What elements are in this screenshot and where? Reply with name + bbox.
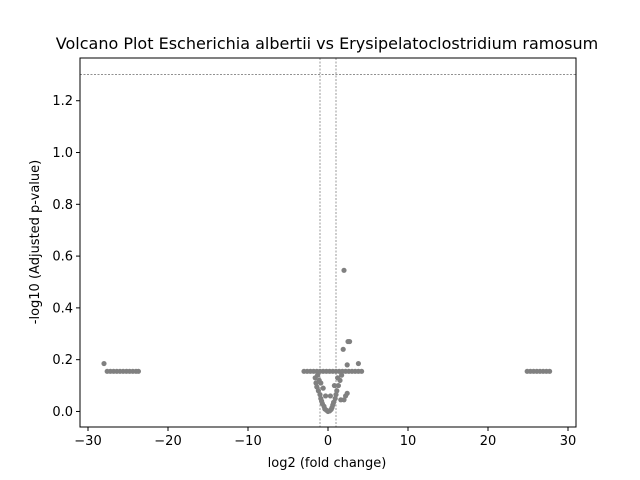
x-tick-label: 30: [560, 434, 577, 449]
data-point: [314, 384, 320, 390]
y-tick-label: 0.6: [52, 250, 73, 265]
y-tick-label: 0.4: [52, 301, 73, 316]
data-point: [334, 388, 340, 394]
data-point: [340, 346, 346, 352]
x-tick-label: 20: [480, 434, 497, 449]
axes: −30 −20 −10 0 10 20 30 0.0 0.2 0.4 0.6 0.8 1.0 1.2: [52, 57, 577, 449]
x-tick-label: 10: [400, 434, 417, 449]
data-point: [315, 388, 321, 394]
data-point: [359, 368, 365, 374]
data-point: [333, 392, 339, 398]
y-tick-label: 0.8: [52, 198, 73, 213]
data-point: [315, 372, 321, 378]
threshold-lines: [80, 58, 576, 427]
x-tick-label: −30: [74, 434, 101, 449]
data-point: [332, 395, 338, 402]
x-tick-label: −20: [154, 434, 181, 449]
x-tick-label: −10: [234, 434, 261, 449]
x-tick-label: 0: [324, 434, 332, 449]
data-point: [339, 372, 345, 378]
data-point: [331, 399, 337, 405]
data-point: [344, 390, 350, 396]
y-tick-label: 0.0: [52, 405, 73, 420]
y-tick-label: 1.2: [52, 94, 73, 109]
data-point: [547, 368, 553, 374]
data-point: [101, 360, 107, 367]
data-point: [323, 393, 329, 399]
data-point: [347, 338, 353, 345]
data-point: [317, 392, 323, 398]
data-point: [335, 375, 341, 381]
x-axis-label: log2 (fold change): [268, 456, 387, 471]
data-point: [331, 382, 337, 389]
plot-background: [80, 58, 576, 427]
y-axis-label: -log10 (Adjusted p-value): [28, 160, 43, 324]
data-points: [101, 267, 553, 415]
data-point: [335, 382, 341, 389]
y-tick-label: 1.0: [52, 146, 73, 161]
data-point: [327, 393, 333, 399]
data-point: [318, 380, 324, 386]
data-point: [344, 362, 350, 368]
data-point: [341, 267, 347, 273]
chart-title: Volcano Plot Escherichia albertii vs Ery…: [56, 34, 598, 53]
data-point: [320, 385, 326, 391]
plot-area: [80, 58, 576, 427]
y-tick-label: 0.2: [52, 353, 73, 368]
data-point: [135, 368, 141, 374]
data-point: [355, 360, 361, 367]
data-point: [341, 397, 347, 403]
